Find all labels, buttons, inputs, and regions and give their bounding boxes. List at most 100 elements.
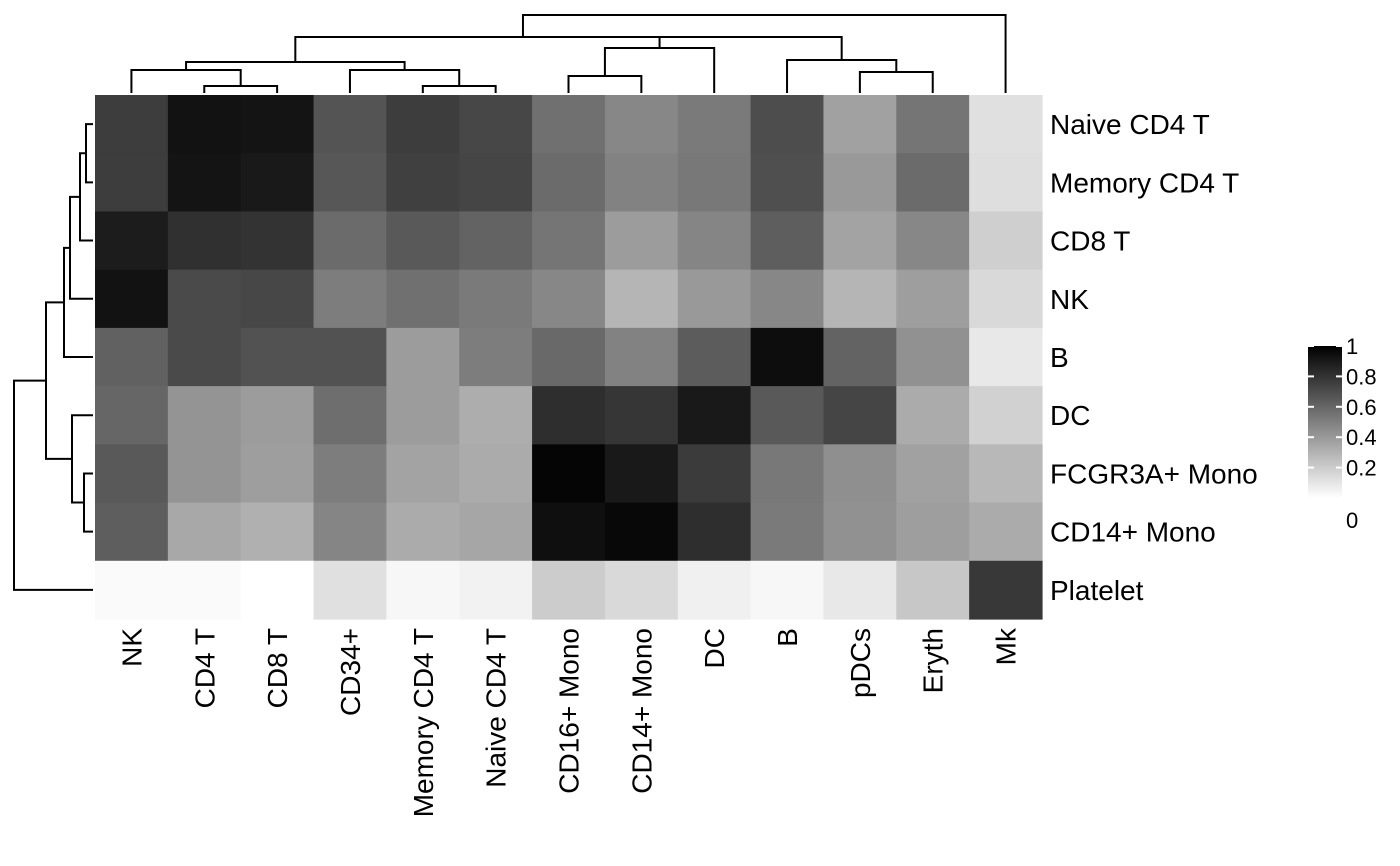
heatmap-cell (604, 327, 679, 387)
heatmap-cell (896, 386, 970, 445)
heatmap-cell (95, 502, 169, 562)
heatmap-cell (532, 95, 606, 154)
heatmap-cell (313, 211, 387, 271)
heatmap-cell (459, 444, 533, 504)
heatmap-cell (95, 211, 169, 271)
heatmap-cell (750, 269, 825, 329)
heatmap-cell (313, 327, 387, 387)
heatmap-cell (240, 327, 315, 387)
heatmap-cell (95, 560, 169, 620)
heatmap-cell (459, 269, 533, 329)
row-label: FCGR3A+ Mono (1050, 458, 1258, 489)
heatmap-cell (459, 502, 533, 562)
heatmap-cell (167, 327, 242, 387)
heatmap-cell (167, 95, 242, 154)
heatmap-cell (823, 327, 897, 387)
heatmap-cell (750, 153, 825, 213)
heatmap-cell (386, 502, 460, 562)
heatmap-cell (823, 502, 897, 562)
heatmap-cell (604, 502, 679, 562)
row-label: CD14+ Mono (1050, 517, 1216, 548)
heatmap-cell (677, 444, 752, 504)
heatmap-cell (750, 211, 825, 271)
column-label: Naive CD4 T (481, 628, 512, 788)
heatmap-cell (896, 211, 970, 271)
heatmap-cell (604, 269, 679, 329)
heatmap-cell (313, 502, 387, 562)
heatmap-cell (240, 444, 315, 504)
heatmap-cell (459, 211, 533, 271)
heatmap-cell (750, 386, 825, 445)
heatmap-cell (167, 560, 242, 620)
row-label: Platelet (1050, 575, 1144, 606)
column-label: CD14+ Mono (626, 628, 657, 794)
heatmap-cell (532, 502, 606, 562)
dendrogram-branch (71, 414, 93, 504)
heatmap-cell (604, 95, 679, 154)
column-label: CD8 T (262, 628, 293, 708)
heatmap-cell (240, 95, 315, 154)
heatmap-cell (750, 95, 825, 154)
heatmap-cell (969, 211, 1043, 271)
heatmap-cell (313, 560, 387, 620)
heatmap-cell (823, 95, 897, 154)
heatmap-cell (604, 444, 679, 504)
heatmap-cell (167, 444, 242, 504)
column-label: DC (699, 628, 730, 668)
dendrogram-branch (69, 195, 93, 300)
heatmap-cell (459, 386, 533, 445)
heatmap-cell (823, 269, 897, 329)
column-label: Memory CD4 T (408, 628, 439, 817)
dendrogram-branch (130, 69, 242, 93)
heatmap-cell (896, 560, 970, 620)
heatmap-cell (532, 269, 606, 329)
heatmap-cell (240, 386, 315, 445)
column-labels: NK CD4 T CD8 T CD34+ Memory CD4 T Naive CD4 T… (116, 627, 1021, 817)
heatmap-cell (750, 502, 825, 562)
heatmap-cell (532, 386, 606, 445)
heatmap-cell (896, 153, 970, 213)
heatmap-cell (969, 327, 1043, 387)
dendrogram-branch (421, 85, 497, 93)
heatmap-cell (386, 386, 460, 445)
heatmap-cell (95, 95, 169, 154)
dendrogram-branch (63, 246, 93, 358)
row-label: B (1050, 342, 1069, 373)
heatmap-cell (969, 560, 1043, 620)
row-label: Naive CD4 T (1050, 109, 1210, 140)
heatmap-cell (677, 95, 752, 154)
column-label: Mk (991, 627, 1022, 665)
heatmap-cell (459, 95, 533, 154)
heatmap-cell (823, 386, 897, 445)
heatmap-cell (386, 327, 460, 387)
heatmap-cell (677, 153, 752, 213)
heatmap-cell (823, 153, 897, 213)
heatmap-cell (604, 560, 679, 620)
heatmap-cell (386, 153, 460, 213)
heatmap-cell (969, 153, 1043, 213)
heatmap-cell (313, 444, 387, 504)
column-label: pDCs (845, 628, 876, 698)
heatmap-cell (750, 444, 825, 504)
heatmap-cell (750, 560, 825, 620)
dendrogram-branch (83, 472, 93, 533)
heatmap-cell (532, 327, 606, 387)
legend-tick-label: 0.4 (1346, 425, 1377, 450)
heatmap-cell (604, 153, 679, 213)
heatmap-cell (823, 211, 897, 271)
heatmap-cell (313, 95, 387, 154)
legend-tick-label: 0 (1346, 508, 1358, 533)
dendrogram-branch (521, 14, 1007, 93)
heatmap-cell (823, 560, 897, 620)
column-dendrogram (130, 14, 1007, 93)
column-label: CD34+ (335, 628, 366, 716)
heatmap-cell (459, 153, 533, 213)
heatmap-cell (313, 386, 387, 445)
column-label: CD4 T (189, 628, 220, 708)
heatmap-cell (896, 327, 970, 387)
heatmap-cell (95, 269, 169, 329)
heatmap-cell (532, 560, 606, 620)
heatmap-cell (896, 502, 970, 562)
heatmap-cell (240, 153, 315, 213)
